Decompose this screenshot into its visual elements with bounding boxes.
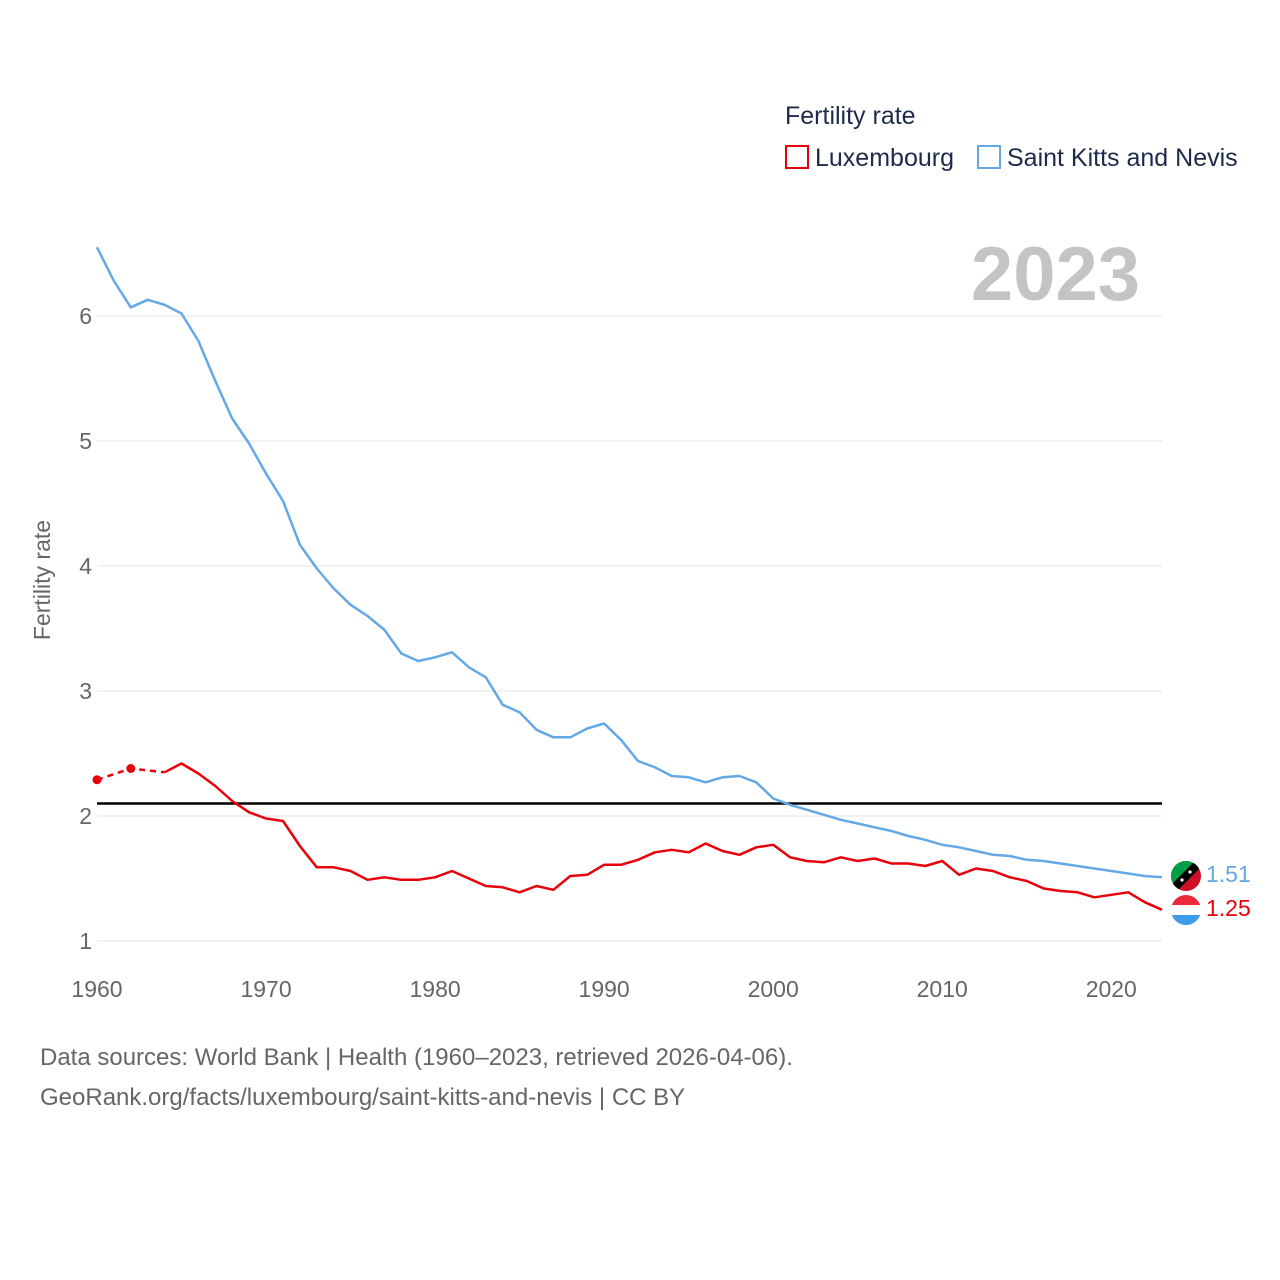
- x-tick-label: 1990: [579, 976, 630, 1002]
- legend-item-saint-kitts-and-nevis[interactable]: Saint Kitts and Nevis: [977, 144, 1238, 172]
- x-tick-label: 2020: [1086, 976, 1137, 1002]
- x-tick-label: 1960: [71, 976, 122, 1002]
- year-label: 2023: [971, 232, 1140, 317]
- end-value-luxembourg: 1.25: [1206, 895, 1251, 921]
- series-layer: [92, 246, 1163, 911]
- legend-title: Fertility rate: [785, 102, 916, 130]
- y-tick-label: 6: [79, 303, 92, 329]
- series-line-luxembourg[interactable]: [164, 762, 1163, 911]
- y-axis-title: Fertility rate: [29, 520, 55, 640]
- legend-label-saint-kitts-and-nevis: Saint Kitts and Nevis: [1007, 144, 1238, 172]
- x-tick-label: 2010: [917, 976, 968, 1002]
- series-line-saint-kitts-and-nevis[interactable]: [95, 246, 1163, 879]
- x-axis-ticks: 1960 1970 1980 1990 2000 2010 2020: [71, 976, 1136, 1002]
- y-tick-label: 1: [79, 928, 92, 954]
- y-axis-ticks: 1 2 3 4 5 6: [79, 303, 92, 954]
- data-point-luxembourg[interactable]: [126, 764, 136, 773]
- x-tick-label: 1980: [410, 976, 461, 1002]
- line-chart: Fertility rate Luxembourg Saint Kitts an…: [29, 102, 1251, 1002]
- x-tick-label: 2000: [748, 976, 799, 1002]
- saint-kitts-and-nevis-flag-icon: [1171, 861, 1201, 891]
- y-tick-label: 3: [79, 678, 92, 704]
- y-tick-label: 5: [79, 428, 92, 454]
- y-tick-label: 4: [79, 553, 92, 579]
- source-note: Data sources: World Bank | Health (1960–…: [40, 1044, 793, 1071]
- source-link[interactable]: GeoRank.org/facts/luxembourg/saint-kitts…: [40, 1084, 686, 1111]
- legend-swatch-saint-kitts-and-nevis: [977, 145, 1001, 169]
- gridlines: [97, 315, 1162, 942]
- x-tick-label: 1970: [240, 976, 291, 1002]
- legend-item-luxembourg[interactable]: Luxembourg: [785, 144, 954, 172]
- data-point-luxembourg[interactable]: [92, 775, 102, 785]
- y-tick-label: 2: [79, 803, 92, 829]
- legend-swatch-luxembourg: [785, 145, 809, 169]
- end-value-saint-kitts-and-nevis: 1.51: [1206, 861, 1251, 887]
- legend-label-luxembourg: Luxembourg: [815, 144, 954, 172]
- luxembourg-flag-icon: [1171, 895, 1201, 925]
